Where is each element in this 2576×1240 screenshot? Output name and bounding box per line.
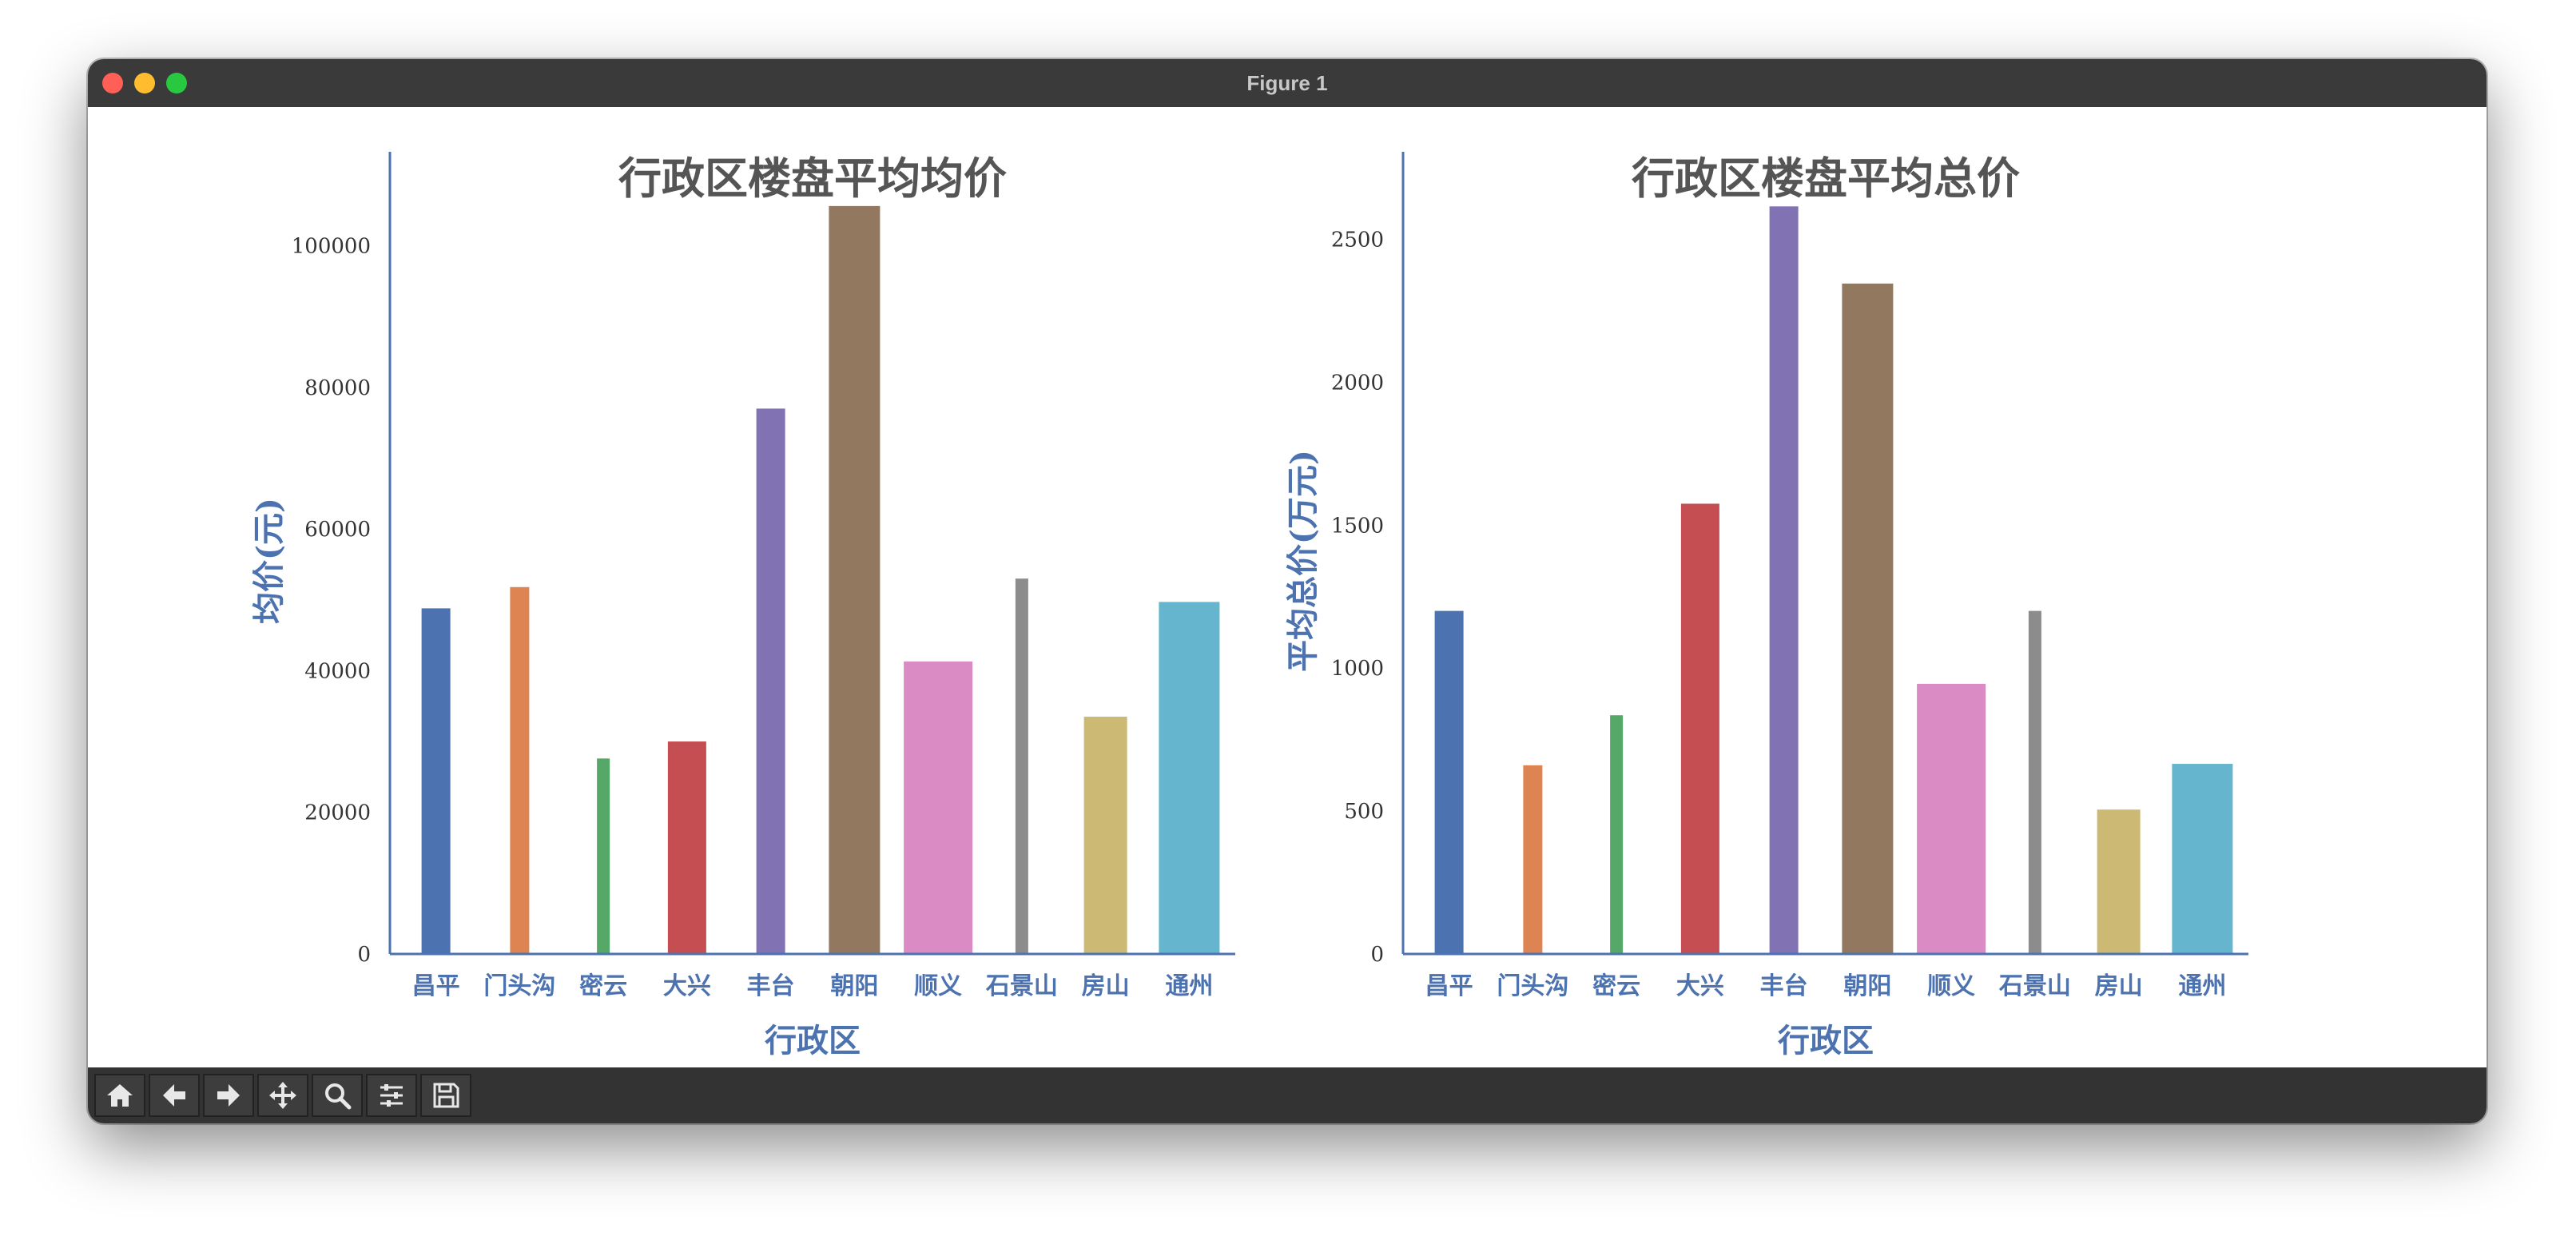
y-tick-label: 500 (1344, 800, 1384, 824)
figure-canvas: 行政区楼盘平均均价 昌平 门头沟 密云 大兴 丰台 朝阳 顺义 石景山 房山 通州 0 20000 400… (88, 107, 2487, 1067)
bar-顺义 (1917, 683, 1986, 954)
bar-朝阳 (1842, 283, 1894, 954)
y-tick-label: 0 (1370, 943, 1384, 967)
figure-window: Figure 1 行政区楼盘平均均价 昌平 门头沟 密云 大兴 丰台 朝阳 顺义 石景山 房山 通州… (88, 59, 2487, 1123)
bar-大兴 (1680, 503, 1719, 954)
x-tick-label: 门头沟 (483, 972, 555, 1000)
x-tick-label: 大兴 (663, 972, 711, 1000)
y-axis-label: 平均总价(万元) (1284, 450, 1322, 672)
bar-石景山 (2028, 610, 2041, 954)
x-axis-label: 行政区 (1778, 1022, 1874, 1059)
zoom-button[interactable] (312, 1074, 363, 1117)
x-tick-label: 丰台 (747, 972, 795, 1000)
x-tick-label: 门头沟 (1497, 972, 1568, 1000)
zoom-icon (325, 1083, 352, 1110)
x-tick-label: 密云 (1592, 972, 1640, 1000)
home-icon (107, 1084, 133, 1107)
bar-昌平 (1434, 610, 1464, 954)
x-tick-label: 朝阳 (1843, 972, 1891, 1000)
bar-石景山 (1015, 578, 1028, 954)
pan-icon (269, 1082, 296, 1109)
x-tick-label: 昌平 (1425, 972, 1473, 1000)
x-tick-label: 房山 (2095, 972, 2143, 1000)
x-axis-label: 行政区 (765, 1022, 861, 1059)
x-tick-label: 顺义 (1927, 972, 1975, 1000)
bar-门头沟 (510, 586, 530, 954)
x-tick-label: 石景山 (985, 972, 1058, 1000)
configure-button[interactable] (366, 1074, 417, 1117)
configure-icon (380, 1084, 403, 1107)
y-tick-label: 40000 (304, 659, 371, 683)
bar-房山 (1083, 717, 1127, 954)
bar-通州 (2172, 764, 2233, 954)
x-tick-label: 通州 (1165, 972, 1213, 1000)
forward-button[interactable] (203, 1074, 254, 1117)
back-icon (163, 1084, 185, 1107)
save-icon (433, 1083, 459, 1108)
y-tick-label: 100000 (292, 235, 371, 259)
y-tick-label: 20000 (304, 801, 371, 825)
x-tick-label: 昌平 (412, 972, 460, 1000)
title-bar: Figure 1 (88, 59, 2487, 107)
close-button[interactable] (102, 73, 123, 93)
y-tick-label: 2500 (1331, 228, 1384, 252)
bar-丰台 (756, 408, 785, 954)
bar-房山 (2097, 809, 2141, 954)
window-title: Figure 1 (1246, 71, 1328, 95)
bar-通州 (1159, 602, 1220, 954)
chart-title: 行政区楼盘平均总价 (1632, 153, 2020, 204)
x-tick-label: 房山 (1082, 972, 1130, 1000)
y-tick-label: 80000 (304, 376, 371, 400)
x-tick-label: 大兴 (1676, 972, 1724, 1000)
x-tick-label: 石景山 (1998, 972, 2071, 1000)
forward-icon (217, 1084, 240, 1107)
save-button[interactable] (420, 1074, 471, 1117)
x-tick-label: 顺义 (914, 972, 962, 1000)
bar-丰台 (1769, 206, 1799, 955)
y-axis-label: 均价(元) (250, 498, 288, 624)
minimize-button[interactable] (134, 73, 155, 93)
home-button[interactable] (94, 1074, 145, 1117)
bar-朝阳 (829, 205, 881, 955)
bar-顺义 (904, 661, 973, 954)
zoom-window-button[interactable] (166, 73, 187, 93)
y-tick-label: 2000 (1331, 371, 1384, 395)
bar-密云 (597, 758, 610, 954)
x-tick-label: 朝阳 (830, 972, 878, 1000)
y-tick-label: 60000 (304, 518, 371, 542)
bar-大兴 (667, 741, 706, 954)
chart-title: 行政区楼盘平均均价 (618, 153, 1007, 204)
y-tick-label: 1000 (1331, 657, 1384, 681)
pan-button[interactable] (257, 1074, 308, 1117)
navigation-toolbar (88, 1067, 2487, 1123)
y-tick-label: 1500 (1331, 514, 1384, 538)
bar-昌平 (421, 608, 451, 954)
x-tick-label: 密云 (579, 972, 627, 1000)
x-tick-label: 丰台 (1760, 972, 1808, 1000)
bar-密云 (1610, 715, 1624, 954)
back-button[interactable] (149, 1074, 200, 1117)
x-tick-label: 通州 (2178, 972, 2226, 1000)
y-tick-label: 0 (357, 943, 371, 967)
bar-门头沟 (1523, 765, 1543, 954)
